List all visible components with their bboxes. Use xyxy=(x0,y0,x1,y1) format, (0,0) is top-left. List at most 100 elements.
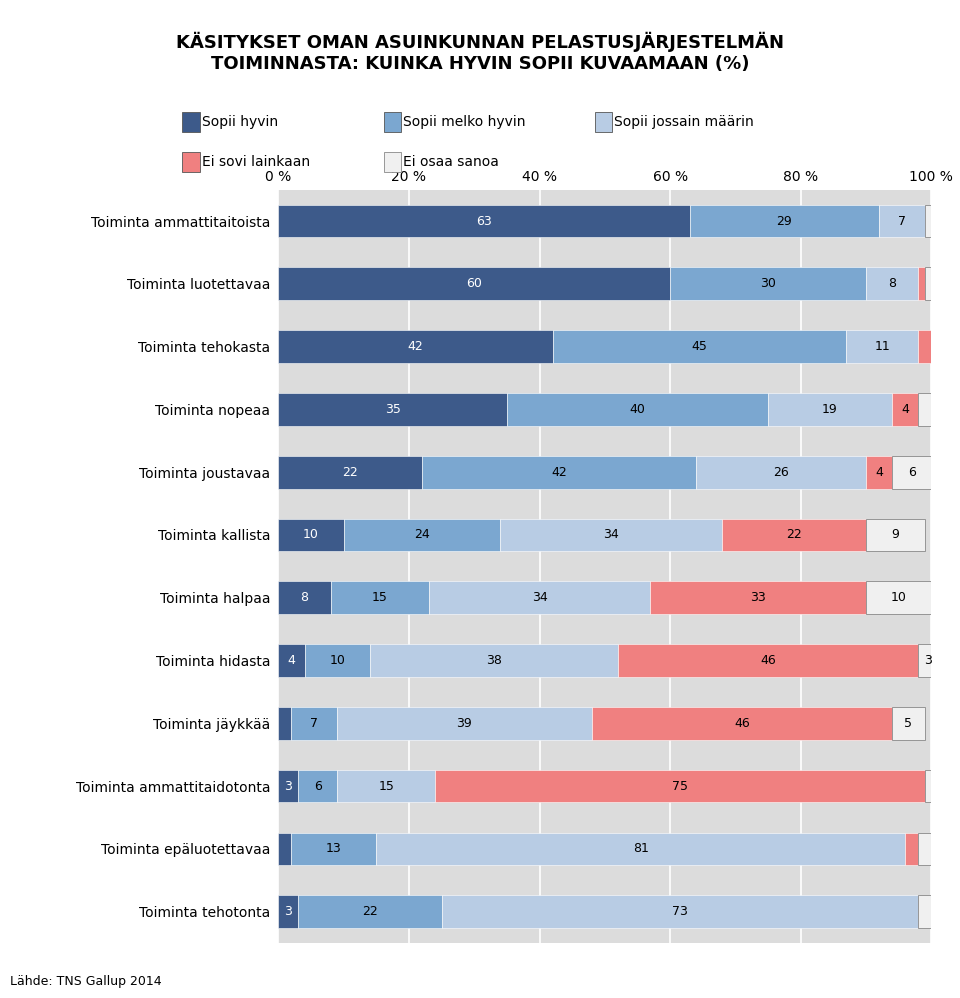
Text: 81: 81 xyxy=(633,842,649,855)
Text: 11: 11 xyxy=(875,340,890,353)
Bar xyxy=(428,582,651,614)
Text: 8: 8 xyxy=(888,277,896,290)
Text: 42: 42 xyxy=(408,340,423,353)
Text: Sopii jossain määrin: Sopii jossain määrin xyxy=(614,115,755,129)
Bar xyxy=(278,330,553,363)
Bar xyxy=(879,205,924,238)
Text: 29: 29 xyxy=(777,215,792,228)
Bar xyxy=(278,645,304,677)
Bar xyxy=(278,393,507,426)
Text: 38: 38 xyxy=(486,654,502,667)
Text: 7: 7 xyxy=(310,717,319,730)
Bar xyxy=(304,645,370,677)
Text: 3: 3 xyxy=(924,654,932,667)
Bar xyxy=(918,895,931,928)
Bar xyxy=(892,707,924,740)
Text: 10: 10 xyxy=(329,654,345,667)
Text: 40: 40 xyxy=(630,403,645,416)
Text: 4: 4 xyxy=(287,654,296,667)
Text: Ei sovi lainkaan: Ei sovi lainkaan xyxy=(202,155,310,169)
Text: 8: 8 xyxy=(300,591,308,604)
Bar xyxy=(298,895,442,928)
Text: 4: 4 xyxy=(875,466,883,479)
Text: 13: 13 xyxy=(326,842,342,855)
Text: 6: 6 xyxy=(314,779,322,792)
Bar xyxy=(442,895,918,928)
Text: 73: 73 xyxy=(672,905,687,918)
Bar xyxy=(892,393,918,426)
Text: 3: 3 xyxy=(284,905,292,918)
Bar xyxy=(278,456,422,488)
Text: 24: 24 xyxy=(414,529,430,542)
Text: 42: 42 xyxy=(551,466,567,479)
Text: 34: 34 xyxy=(532,591,547,604)
Text: 15: 15 xyxy=(372,591,388,604)
Text: 75: 75 xyxy=(672,779,688,792)
Bar xyxy=(376,832,905,865)
Bar xyxy=(278,582,330,614)
Text: 30: 30 xyxy=(760,277,776,290)
Bar xyxy=(337,707,591,740)
Bar xyxy=(918,832,931,865)
Text: 10: 10 xyxy=(303,529,319,542)
Text: 63: 63 xyxy=(476,215,492,228)
Bar xyxy=(435,769,924,802)
Bar xyxy=(298,769,337,802)
Text: 22: 22 xyxy=(362,905,377,918)
Text: 46: 46 xyxy=(760,654,776,667)
Bar xyxy=(370,645,618,677)
Bar xyxy=(651,582,866,614)
Text: 34: 34 xyxy=(604,529,619,542)
Bar xyxy=(278,832,292,865)
Bar xyxy=(722,519,866,551)
Text: 22: 22 xyxy=(786,529,802,542)
Bar xyxy=(924,267,931,300)
Text: 6: 6 xyxy=(907,466,916,479)
Text: 45: 45 xyxy=(691,340,708,353)
Text: Sopii hyvin: Sopii hyvin xyxy=(202,115,277,129)
Bar xyxy=(918,330,931,363)
Text: KÄSITYKSET OMAN ASUINKUNNAN PELASTUSJÄRJESTELMÄN
TOIMINNASTA: KUINKA HYVIN SOPII: KÄSITYKSET OMAN ASUINKUNNAN PELASTUSJÄRJ… xyxy=(176,32,784,73)
Bar xyxy=(768,393,892,426)
Bar xyxy=(847,330,918,363)
Text: 26: 26 xyxy=(773,466,789,479)
Bar xyxy=(618,645,918,677)
Bar xyxy=(330,582,428,614)
Bar xyxy=(422,456,696,488)
Bar xyxy=(344,519,500,551)
Text: 33: 33 xyxy=(751,591,766,604)
Text: 15: 15 xyxy=(378,779,394,792)
Bar xyxy=(918,393,931,426)
Bar xyxy=(905,832,918,865)
Text: 4: 4 xyxy=(901,403,909,416)
Bar xyxy=(292,707,337,740)
Text: 35: 35 xyxy=(385,403,400,416)
Bar xyxy=(591,707,892,740)
Text: 3: 3 xyxy=(284,779,292,792)
Bar xyxy=(689,205,879,238)
Bar xyxy=(278,267,670,300)
Text: Sopii melko hyvin: Sopii melko hyvin xyxy=(403,115,526,129)
Text: 9: 9 xyxy=(891,529,900,542)
Bar xyxy=(553,330,847,363)
Bar xyxy=(696,456,866,488)
Text: Ei osaa sanoa: Ei osaa sanoa xyxy=(403,155,499,169)
Bar xyxy=(924,769,931,802)
Bar xyxy=(924,205,931,238)
Bar xyxy=(278,205,689,238)
Bar xyxy=(866,267,918,300)
Text: 5: 5 xyxy=(904,717,912,730)
Bar xyxy=(918,267,924,300)
Bar xyxy=(292,832,376,865)
Bar xyxy=(278,519,344,551)
Bar xyxy=(918,645,938,677)
Bar xyxy=(866,456,892,488)
Text: Lähde: TNS Gallup 2014: Lähde: TNS Gallup 2014 xyxy=(10,975,161,988)
Text: 22: 22 xyxy=(343,466,358,479)
Bar xyxy=(892,456,931,488)
Bar xyxy=(866,519,924,551)
Bar xyxy=(337,769,435,802)
Bar xyxy=(507,393,768,426)
Text: 60: 60 xyxy=(467,277,482,290)
Text: 7: 7 xyxy=(898,215,906,228)
